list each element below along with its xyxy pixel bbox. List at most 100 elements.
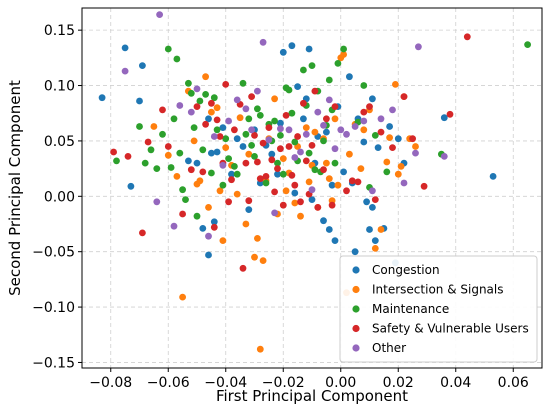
- data-point: [331, 145, 339, 153]
- data-point: [219, 181, 227, 189]
- data-point: [196, 177, 204, 185]
- data-point: [176, 149, 184, 157]
- data-point: [325, 226, 333, 233]
- data-point: [233, 135, 241, 143]
- data-point: [323, 128, 330, 136]
- data-point: [164, 151, 172, 159]
- data-point: [346, 73, 353, 81]
- data-point: [294, 83, 301, 90]
- data-point: [242, 105, 250, 113]
- data-point: [98, 94, 106, 102]
- data-point: [489, 173, 497, 180]
- data-point: [392, 81, 399, 88]
- x-tick-label: −0.06: [147, 375, 190, 391]
- data-point: [297, 198, 304, 206]
- data-point: [354, 178, 362, 186]
- data-point: [300, 115, 307, 123]
- legend: Congestion Intersection & Signals Maintena…: [339, 255, 538, 363]
- data-point: [274, 170, 281, 178]
- data-point: [150, 123, 158, 130]
- data-point: [331, 115, 339, 123]
- data-point: [213, 104, 221, 112]
- data-point: [394, 170, 402, 178]
- y-tick-label: 0.05: [44, 134, 75, 150]
- data-point: [199, 146, 207, 154]
- data-point: [291, 199, 299, 207]
- x-tick-label: 0.04: [440, 375, 471, 391]
- data-point: [337, 126, 345, 134]
- data-point: [360, 117, 368, 125]
- data-point: [377, 226, 385, 233]
- legend-label: Congestion: [372, 263, 440, 277]
- series-2: [113, 41, 531, 220]
- data-point: [233, 170, 241, 178]
- data-point: [305, 178, 313, 186]
- data-point: [245, 197, 253, 205]
- data-point: [323, 159, 330, 167]
- data-point: [291, 181, 299, 189]
- data-point: [277, 125, 284, 133]
- data-point: [300, 99, 307, 107]
- data-point: [147, 146, 155, 154]
- legend-label: Safety & Vulnerable Users: [372, 322, 529, 336]
- data-point: [239, 79, 247, 87]
- data-point: [440, 114, 448, 122]
- data-point: [331, 159, 339, 167]
- data-point: [208, 169, 215, 177]
- data-point: [127, 182, 135, 190]
- data-point: [179, 186, 187, 194]
- data-point: [320, 217, 327, 225]
- x-axis-ticks: −0.08 −0.06 −0.04 −0.02 0.00 0.02 0.04 0.06: [89, 368, 529, 391]
- data-point: [164, 143, 172, 150]
- data-point: [389, 144, 396, 152]
- data-point: [409, 135, 416, 143]
- data-point: [400, 179, 408, 187]
- data-point: [199, 225, 207, 232]
- data-point: [320, 122, 327, 129]
- data-point: [262, 173, 270, 180]
- data-point: [259, 38, 267, 46]
- data-point: [291, 154, 299, 161]
- data-point: [205, 251, 212, 259]
- data-point: [144, 138, 152, 146]
- data-point: [340, 45, 347, 53]
- data-point: [242, 130, 250, 138]
- data-point: [265, 136, 273, 144]
- data-point: [440, 153, 448, 160]
- series-1: [150, 51, 419, 353]
- data-points: [98, 11, 531, 353]
- x-axis-label: First Principal Component: [216, 387, 408, 405]
- data-point: [274, 165, 281, 173]
- data-point: [311, 166, 319, 174]
- data-point: [265, 124, 273, 131]
- x-tick-label: 0.06: [498, 375, 529, 391]
- data-point: [219, 124, 227, 131]
- data-point: [179, 210, 187, 218]
- data-point: [328, 201, 336, 209]
- data-point: [412, 143, 419, 150]
- y-tick-label: −0.10: [32, 300, 75, 316]
- data-point: [325, 96, 333, 104]
- data-point: [386, 134, 393, 142]
- data-point: [363, 198, 370, 206]
- data-point: [279, 201, 287, 209]
- data-point: [415, 43, 422, 51]
- data-point: [216, 133, 224, 140]
- data-point: [305, 149, 313, 157]
- data-point: [121, 44, 129, 52]
- data-point: [185, 157, 192, 165]
- data-point: [291, 189, 299, 197]
- data-point: [420, 182, 428, 190]
- data-point: [190, 124, 198, 131]
- data-point: [271, 209, 278, 217]
- legend-label: Maintenance: [372, 302, 449, 316]
- data-point: [305, 45, 313, 53]
- data-point: [279, 155, 287, 163]
- data-point: [282, 187, 290, 195]
- data-point: [291, 138, 299, 146]
- data-point: [371, 132, 379, 139]
- data-point: [208, 99, 215, 107]
- legend-box: [339, 255, 538, 363]
- data-point: [121, 67, 129, 75]
- data-point: [446, 110, 454, 118]
